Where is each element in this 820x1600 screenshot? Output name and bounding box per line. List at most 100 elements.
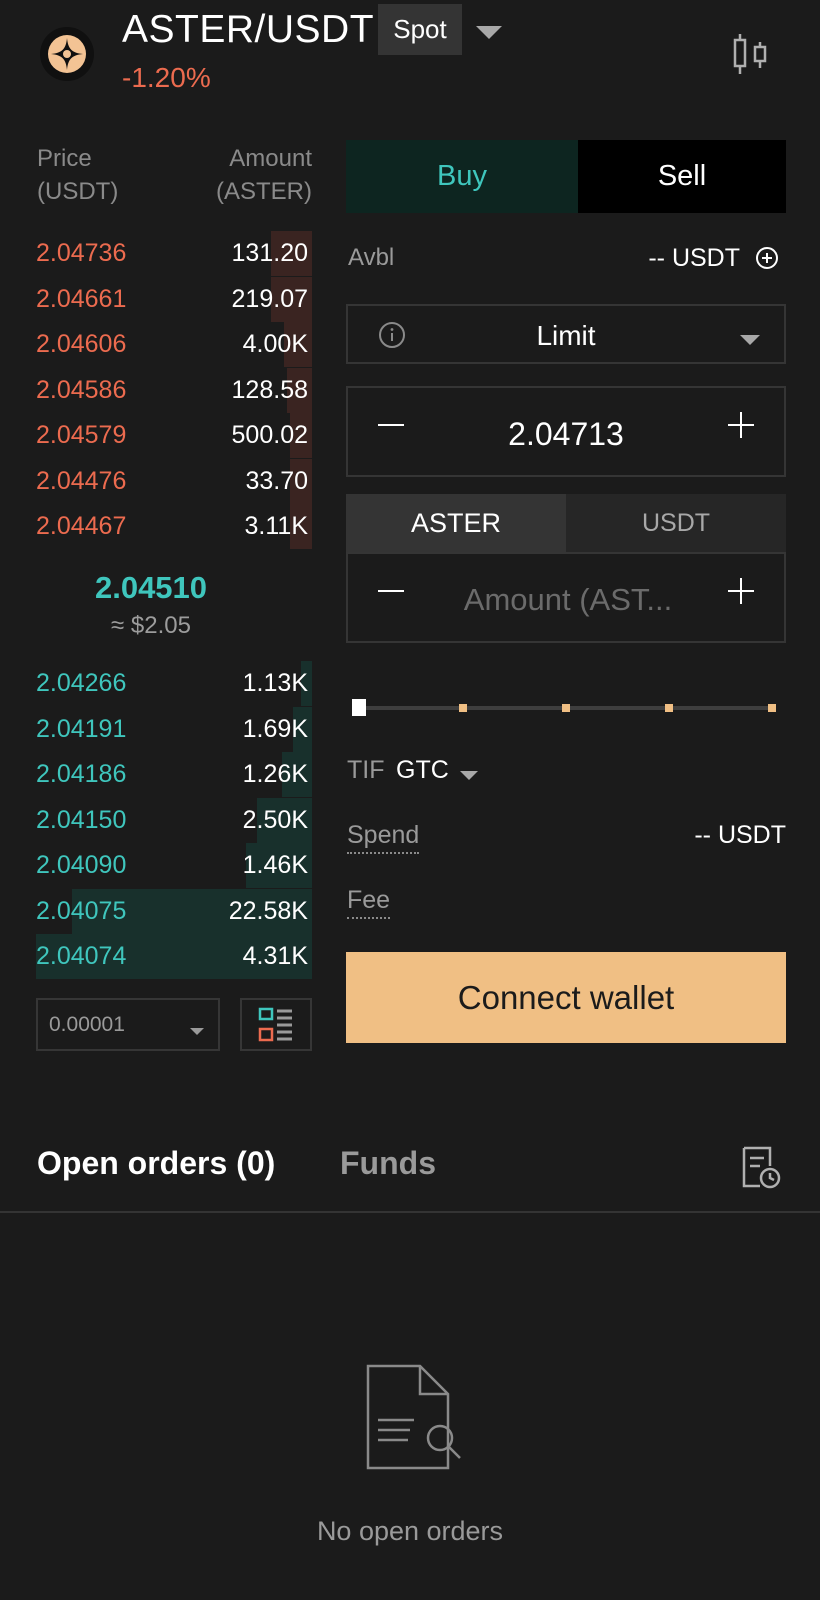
ask-row[interactable]: 2.04586 128.58 [36,367,312,413]
tab-funds[interactable]: Funds [340,1145,436,1181]
ask-depth-bar [270,231,312,276]
ask-row[interactable]: 2.04606 4.00K [36,322,312,367]
bid-row[interactable]: 2.04150 2.50K [36,797,312,843]
ask-depth-bar [289,413,312,458]
orderbook-layout-icon [258,1007,292,1041]
bid-row[interactable]: 2.04186 1.26K [36,752,312,797]
available-value: -- USDT [648,244,740,272]
ask-amount: 131.20 [231,239,308,267]
bid-depth-bar [256,797,312,843]
ask-row[interactable]: 2.04476 33.70 [36,458,312,504]
market-type-badge[interactable]: Spot [378,4,462,55]
ask-depth-bar [289,458,312,504]
order-history-icon[interactable] [740,1146,782,1195]
orderbook-layout-button[interactable] [240,998,312,1051]
price-stepper[interactable]: 2.04713 [346,386,786,477]
chevron-down-icon [740,333,760,351]
ask-price: 2.04586 [36,375,127,404]
ask-amount: 219.07 [231,284,308,313]
bid-row[interactable]: 2.04090 1.46K [36,843,312,888]
empty-document-search-icon [364,1364,464,1477]
bid-depth-bar [36,934,312,979]
ask-amount: 3.11K [244,512,308,540]
slider-mark-75[interactable] [665,704,673,712]
chevron-down-icon [190,1023,204,1041]
bid-price: 2.04150 [36,805,127,834]
spend-value: -- USDT [694,821,786,849]
ask-price: 2.04661 [36,284,127,313]
ask-price: 2.04736 [36,239,127,267]
amount-column-header: Amount (ASTER) [216,145,312,205]
bid-depth-bar [71,888,312,934]
bid-row[interactable]: 2.04075 22.58K [36,888,312,934]
ask-row[interactable]: 2.04579 500.02 [36,413,312,458]
bid-price: 2.04090 [36,851,127,879]
bid-amount: 1.69K [242,714,308,743]
bid-price: 2.04074 [36,942,127,970]
deposit-plus-icon[interactable] [755,246,779,275]
bid-amount: 1.26K [242,760,308,788]
tif-label: TIF [347,756,385,784]
pair-title[interactable]: ASTER/USDT [122,8,375,51]
info-icon[interactable] [378,321,406,354]
bid-depth-bar [292,706,312,752]
bid-amount: 4.31K [242,942,308,970]
bid-row[interactable]: 2.04074 4.31K [36,934,312,979]
chevron-down-icon[interactable] [460,768,478,786]
ask-price: 2.04467 [36,512,127,540]
ask-depth-bar [287,367,312,413]
slider-mark-50[interactable] [562,704,570,712]
ask-price: 2.04579 [36,421,127,449]
ask-price: 2.04476 [36,466,127,495]
precision-value: 0.00001 [49,1013,125,1036]
slider-mark-25[interactable] [459,704,467,712]
aster-logo-icon [40,27,94,81]
ask-depth-bar [289,504,312,549]
sell-tab[interactable]: Sell [578,140,786,213]
mid-price: 2.04510 [94,570,208,605]
bid-row[interactable]: 2.04266 1.13K [36,661,312,706]
candlestick-icon[interactable] [730,32,770,81]
ask-row[interactable]: 2.04736 131.20 [36,231,312,276]
unit-tab-aster[interactable]: ASTER [346,494,566,552]
ask-row[interactable]: 2.04467 3.11K [36,504,312,549]
pair-dropdown-chevron-icon[interactable] [476,26,502,45]
price-value[interactable]: 2.04713 [508,416,624,452]
amount-slider-handle[interactable] [352,699,366,716]
bid-depth-bar [245,843,312,888]
buy-tab[interactable]: Buy [346,140,578,213]
ask-row[interactable]: 2.04661 219.07 [36,276,312,322]
bid-row[interactable]: 2.04191 1.69K [36,706,312,752]
ask-amount: 33.70 [245,466,308,495]
empty-state-text: No open orders [316,1516,504,1546]
amount-input[interactable]: Amount (AST... [463,582,673,617]
fee-label[interactable]: Fee [347,886,391,919]
ask-amount: 128.58 [231,375,308,404]
bid-amount: 1.46K [242,851,308,879]
bid-amount: 22.58K [228,896,308,925]
amount-minus-button[interactable] [378,576,404,614]
tif-select[interactable]: GTC [396,756,449,784]
order-type-select[interactable]: Limit [346,304,786,364]
spend-label[interactable]: Spend [347,821,420,854]
amount-plus-button[interactable] [728,576,754,614]
price-plus-button[interactable] [728,410,754,448]
amount-stepper[interactable]: Amount (AST... [346,552,786,643]
bid-price: 2.04191 [36,714,127,743]
bid-price: 2.04186 [36,760,127,788]
ask-price: 2.04606 [36,330,127,358]
tab-open-orders[interactable]: Open orders (0) [37,1145,276,1181]
connect-wallet-button[interactable]: Connect wallet [346,952,786,1043]
precision-select[interactable]: 0.00001 [36,998,220,1051]
price-change: -1.20% [122,62,211,93]
slider-mark-100[interactable] [768,704,776,712]
bid-price: 2.04075 [36,896,127,925]
bid-depth-bar [300,661,312,706]
price-minus-button[interactable] [378,410,404,448]
price-column-header: Price (USDT) [37,145,119,205]
ask-amount: 500.02 [231,421,308,449]
order-type-value: Limit [536,320,596,351]
section-divider [0,1211,820,1213]
unit-tab-usdt[interactable]: USDT [566,494,786,552]
bid-amount: 2.50K [242,805,308,834]
